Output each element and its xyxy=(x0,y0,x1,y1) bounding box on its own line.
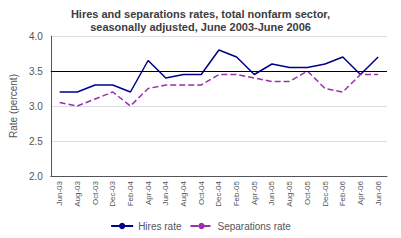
svg-text:Oct-05: Oct-05 xyxy=(303,180,312,205)
svg-text:Oct-04: Oct-04 xyxy=(197,180,206,205)
svg-text:2.0: 2.0 xyxy=(29,171,43,182)
svg-text:Oct-03: Oct-03 xyxy=(91,180,100,205)
svg-text:Aug-05: Aug-05 xyxy=(285,180,294,206)
svg-text:Rate (percent): Rate (percent) xyxy=(8,74,19,138)
svg-text:Aug-04: Aug-04 xyxy=(179,180,188,206)
svg-text:Dec-04: Dec-04 xyxy=(214,180,223,206)
svg-text:Hires rate: Hires rate xyxy=(138,221,182,232)
svg-text:Jun-06: Jun-06 xyxy=(374,180,383,205)
svg-text:Feb-06: Feb-06 xyxy=(338,180,347,206)
svg-text:seasonally adjusted, June 2003: seasonally adjusted, June 2003-June 2006 xyxy=(90,21,311,33)
svg-text:Feb-05: Feb-05 xyxy=(232,180,241,206)
svg-text:3.5: 3.5 xyxy=(29,66,43,77)
svg-text:Jun-05: Jun-05 xyxy=(267,180,276,205)
svg-text:Apr-06: Apr-06 xyxy=(356,180,365,205)
svg-text:Apr-05: Apr-05 xyxy=(250,180,259,205)
svg-text:Jun-03: Jun-03 xyxy=(55,180,64,205)
svg-text:Dec-05: Dec-05 xyxy=(321,180,330,206)
svg-text:2.5: 2.5 xyxy=(29,136,43,147)
svg-text:Separations rate: Separations rate xyxy=(217,221,291,232)
svg-text:Apr-04: Apr-04 xyxy=(144,180,153,205)
svg-text:3.0: 3.0 xyxy=(29,101,43,112)
svg-text:Feb-04: Feb-04 xyxy=(126,180,135,206)
svg-text:Dec-03: Dec-03 xyxy=(108,180,117,206)
svg-text:4.0: 4.0 xyxy=(29,31,43,42)
svg-text:Hires and separations rates, t: Hires and separations rates, total nonfa… xyxy=(71,8,330,20)
svg-text:Aug-03: Aug-03 xyxy=(73,180,82,206)
svg-text:Jun-04: Jun-04 xyxy=(161,180,170,205)
